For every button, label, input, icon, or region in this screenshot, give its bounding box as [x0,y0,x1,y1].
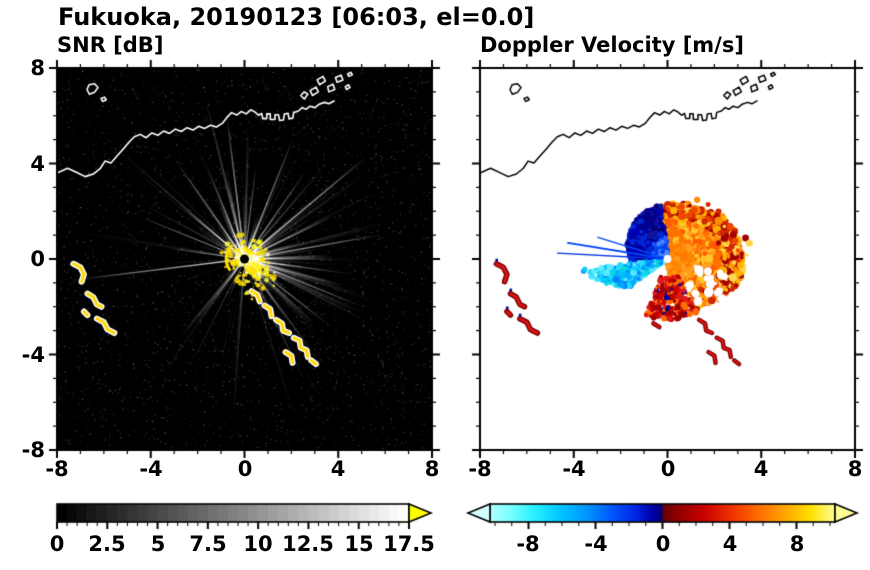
snr-colorbar-label: 0 [49,532,65,556]
velocity-x-tick-label: 8 [847,457,863,481]
snr-y-tick-label: 4 [30,152,45,176]
snr-x-tick-label: -4 [139,457,163,481]
snr-y-tick-label: 8 [30,56,45,80]
snr-x-tick-label: -8 [45,457,69,481]
snr-panel-title: SNR [dB] [57,33,164,57]
figure-title: Fukuoka, 20190123 [06:03, el=0.0] [58,3,535,31]
velocity-colorbar-label: 8 [789,532,805,556]
snr-x-tick-label: 4 [330,457,346,481]
velocity-colorbar-label: 0 [655,532,671,556]
velocity-x-tick-label: -4 [562,457,586,481]
velocity-x-tick-label: -8 [468,457,492,481]
snr-colorbar-label: 5 [150,532,166,556]
snr-y-tick-label: -4 [21,343,45,367]
snr-colorbar-label: 10 [243,532,273,556]
snr-colorbar-label: 2.5 [88,532,126,556]
velocity-colorbar-label: 4 [722,532,738,556]
snr-colorbar-label: 15 [344,532,374,556]
velocity-panel-title: Doppler Velocity [m/s] [480,33,744,57]
snr-x-tick-label: 0 [237,457,253,481]
snr-colorbar-label: 17.5 [383,532,435,556]
snr-x-tick-label: 8 [424,457,440,481]
snr-colorbar-label: 12.5 [282,532,334,556]
velocity-x-tick-label: 4 [753,457,769,481]
snr-y-tick-label: -8 [21,438,45,462]
snr-colorbar-label: 7.5 [189,532,227,556]
velocity-x-tick-label: 0 [660,457,676,481]
snr-y-tick-label: 0 [30,247,45,271]
velocity-colorbar-label: -4 [584,532,608,556]
velocity-colorbar-label: -8 [516,532,540,556]
